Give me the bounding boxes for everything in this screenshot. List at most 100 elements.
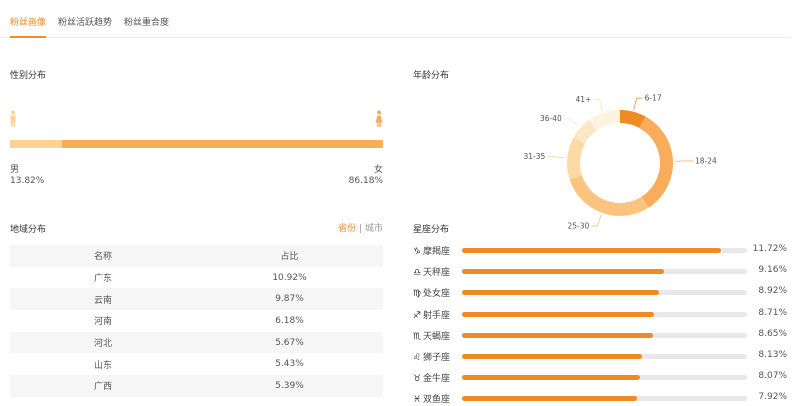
zodiac-symbol-icon: ♓ — [413, 395, 423, 405]
donut-label: 36-40 — [540, 114, 562, 123]
zodiac-bar-fill — [462, 354, 642, 359]
male-ratio-fill — [10, 140, 62, 148]
zodiac-percent: 8.13% — [758, 350, 787, 360]
region-ratio: 5.43% — [196, 353, 383, 375]
zodiac-percent: 7.92% — [758, 392, 787, 402]
donut-label: 25-30 — [568, 222, 590, 231]
tab-fan-profile[interactable]: 粉丝画像 — [10, 15, 46, 28]
zodiac-label: ♐射手座 — [413, 308, 450, 321]
gender-ratio-bar — [10, 140, 383, 148]
switch-separator: | — [359, 224, 362, 234]
region-ratio: 5.67% — [196, 332, 383, 354]
donut-leader-line — [547, 157, 565, 158]
donut-leader-line — [564, 119, 579, 127]
donut-leader-line — [634, 98, 643, 110]
zodiac-name: 金牛座 — [423, 374, 450, 384]
zodiac-percent: 8.71% — [758, 308, 787, 318]
region-ratio: 10.92% — [196, 267, 383, 289]
zodiac-bar-track — [462, 354, 747, 359]
zodiac-name: 狮子座 — [423, 353, 450, 363]
zodiac-bar-fill — [462, 269, 664, 274]
zodiac-percent: 8.65% — [758, 329, 787, 339]
zodiac-name: 天蝎座 — [423, 332, 450, 342]
zodiac-bar-track — [462, 290, 747, 295]
zodiac-name: 射手座 — [423, 311, 450, 321]
zodiac-bar-track — [462, 375, 747, 380]
donut-slice-31-35[interactable] — [567, 137, 585, 179]
zodiac-percent: 11.72% — [753, 244, 787, 254]
gender-title: 性别分布 — [10, 68, 46, 81]
region-title: 地域分布 — [10, 222, 46, 235]
zodiac-row: ♎天秤座 9.16% — [413, 265, 790, 279]
female-label: 女 — [374, 162, 383, 175]
donut-leader-line — [591, 215, 601, 226]
donut-label: 6-17 — [645, 94, 662, 103]
zodiac-label: ♌狮子座 — [413, 350, 450, 363]
tab-bar: 粉丝画像 粉丝活跃趋势 粉丝重合度 — [0, 0, 790, 38]
zodiac-percent: 9.16% — [758, 265, 787, 275]
region-name: 河南 — [10, 310, 196, 332]
zodiac-label: ♏天蝎座 — [413, 329, 450, 342]
zodiac-bar-fill — [462, 396, 637, 401]
zodiac-bar-fill — [462, 312, 654, 317]
zodiac-name: 天秤座 — [423, 268, 450, 278]
donut-slice-25-30[interactable] — [570, 175, 649, 216]
region-ratio: 9.87% — [196, 288, 383, 310]
zodiac-symbol-icon: ♍ — [413, 289, 423, 299]
zodiac-bar-fill — [462, 333, 653, 338]
zodiac-symbol-icon: ♐ — [413, 311, 423, 321]
zodiac-symbol-icon: ♎ — [413, 268, 423, 278]
zodiac-bar-track — [462, 333, 747, 338]
zodiac-symbol-icon: ♏ — [413, 332, 423, 342]
donut-slice-18-24[interactable] — [639, 117, 673, 208]
header-ratio: 占比 — [196, 245, 383, 267]
zodiac-bar-fill — [462, 375, 640, 380]
male-icon — [9, 110, 17, 128]
tab-fan-activity[interactable]: 粉丝活跃趋势 — [58, 15, 112, 28]
zodiac-row: ♏天蝎座 8.65% — [413, 329, 790, 343]
tab-fan-overlap[interactable]: 粉丝重合度 — [124, 15, 169, 28]
region-switch: 省份 | 城市 — [338, 221, 383, 234]
female-icon — [375, 110, 383, 128]
zodiac-symbol-icon: ♑ — [413, 247, 423, 257]
zodiac-bar-fill — [462, 290, 659, 295]
region-name: 山东 — [10, 353, 196, 375]
donut-leader-line — [593, 99, 603, 110]
region-ratio: 5.39% — [196, 375, 383, 397]
zodiac-row: ♌狮子座 8.13% — [413, 350, 790, 364]
zodiac-bar-fill — [462, 248, 721, 253]
zodiac-row: ♓双鱼座 7.92% — [413, 392, 790, 406]
province-toggle[interactable]: 省份 — [338, 224, 356, 234]
table-header: 名称占比 — [10, 245, 383, 267]
zodiac-name: 摩羯座 — [423, 247, 450, 257]
zodiac-symbol-icon: ♉ — [413, 374, 423, 384]
region-name: 广东 — [10, 267, 196, 289]
zodiac-label: ♓双鱼座 — [413, 392, 450, 405]
region-name: 广西 — [10, 375, 196, 397]
donut-label: 31-35 — [524, 152, 546, 161]
zodiac-bar-track — [462, 248, 747, 253]
zodiac-label: ♎天秤座 — [413, 265, 450, 278]
city-toggle[interactable]: 城市 — [365, 224, 383, 234]
zodiac-percent: 8.92% — [758, 286, 787, 296]
zodiac-bar-track — [462, 269, 747, 274]
region-ratio: 6.18% — [196, 310, 383, 332]
zodiac-row: ♑摩羯座 11.72% — [413, 244, 790, 258]
zodiac-title: 星座分布 — [413, 222, 449, 235]
zodiac-bar-track — [462, 396, 747, 401]
female-percent: 86.18% — [349, 176, 383, 186]
region-name: 云南 — [10, 288, 196, 310]
zodiac-bar-track — [462, 312, 747, 317]
region-name: 河北 — [10, 332, 196, 354]
male-percent: 13.82% — [10, 176, 44, 186]
donut-label: 41+ — [575, 95, 591, 104]
